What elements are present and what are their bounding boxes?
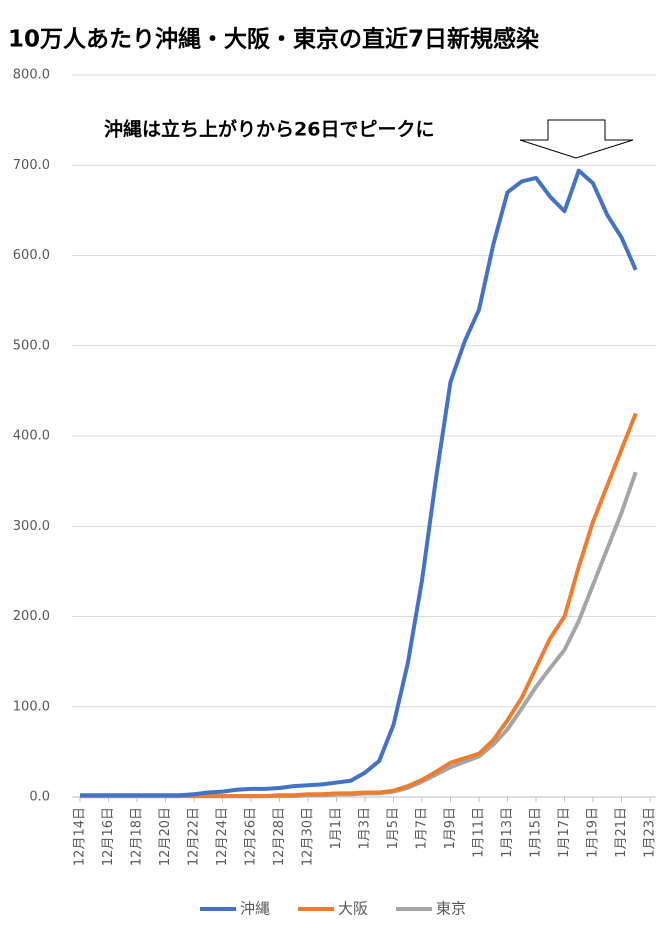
y-tick-label: 800.0 [13, 68, 50, 83]
x-tick-label: 1月5日 [386, 807, 401, 850]
y-tick-label: 400.0 [13, 429, 50, 444]
x-tick-label: 1月19日 [586, 807, 601, 858]
x-tick-label: 1月13日 [500, 807, 515, 858]
x-tick-label: 12月24日 [215, 807, 230, 866]
x-tick-label: 1月9日 [443, 807, 458, 850]
series-line [80, 412, 638, 799]
chart-title: 10万人あたり沖縄・大阪・東京の直近7日新規感染 [8, 26, 539, 53]
legend-label: 大阪 [338, 900, 368, 918]
x-tick-label: 12月30日 [301, 807, 316, 866]
x-tick-label: 1月3日 [358, 807, 373, 850]
x-tick-label: 12月22日 [187, 807, 202, 866]
x-tick-label: 12月18日 [130, 807, 145, 866]
legend-label: 東京 [436, 900, 466, 918]
x-tick-label: 1月23日 [643, 807, 658, 858]
x-tick-label: 12月20日 [158, 807, 173, 866]
x-tick-label: 12月28日 [272, 807, 287, 866]
y-tick-label: 300.0 [13, 519, 50, 534]
y-tick-label: 0.0 [29, 790, 50, 805]
x-tick-label: 1月15日 [529, 807, 544, 858]
x-tick-label: 12月16日 [101, 807, 116, 866]
annotation: 沖縄は立ち上がりから26日でピークに [104, 118, 434, 141]
x-tick-label: 1月21日 [614, 807, 629, 858]
x-tick-label: 12月26日 [244, 807, 259, 866]
x-tick-label: 1月11日 [472, 807, 487, 858]
y-tick-label: 100.0 [13, 699, 50, 714]
y-tick-label: 500.0 [13, 338, 50, 353]
x-tick-label: 12月14日 [73, 807, 88, 866]
legend-label: 沖縄 [240, 900, 270, 918]
series-line [80, 168, 638, 798]
x-tick-label: 1月17日 [557, 807, 572, 858]
y-tick-label: 200.0 [13, 609, 50, 624]
y-tick-label: 600.0 [13, 248, 50, 263]
y-tick-label: 700.0 [13, 158, 50, 173]
x-tick-label: 1月7日 [415, 807, 430, 850]
x-tick-label: 1月1日 [329, 807, 344, 850]
annotation-arrow [519, 119, 634, 159]
